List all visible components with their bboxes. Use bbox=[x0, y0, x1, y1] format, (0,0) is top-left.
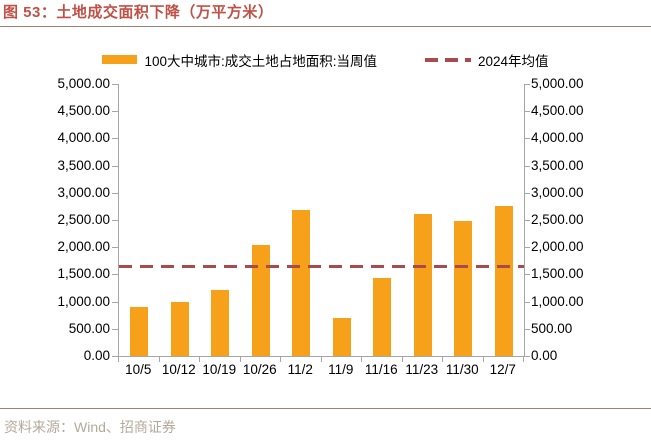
figure-title: 图 53：土地成交面积下降（万平方米） bbox=[0, 0, 651, 27]
y-axis-tick-mark bbox=[524, 356, 530, 357]
mean-value-dashed-line bbox=[119, 265, 524, 269]
y-axis-tick-mark bbox=[524, 301, 530, 303]
x-axis-tick-label: 10/19 bbox=[202, 362, 237, 377]
x-axis-tick-mark bbox=[523, 357, 524, 362]
bar bbox=[130, 306, 149, 356]
x-axis-tick-mark bbox=[239, 357, 241, 362]
y-axis-tick-mark bbox=[112, 111, 118, 113]
bar bbox=[292, 210, 311, 356]
x-axis-tick-mark bbox=[361, 357, 362, 362]
y-axis-tick-mark bbox=[524, 138, 530, 140]
legend-item-mean-line: 2024年均值 bbox=[387, 50, 549, 70]
x-axis-tick-mark bbox=[158, 357, 160, 362]
y-axis-tick-mark bbox=[524, 274, 530, 276]
x-axis-tick-label: 10/26 bbox=[242, 362, 277, 377]
y-axis-tick-mark bbox=[112, 356, 118, 357]
y-axis-tick-label-right: 1,500.00 bbox=[531, 266, 584, 282]
y-axis-tick-mark bbox=[112, 328, 118, 330]
bar bbox=[332, 318, 351, 356]
chart-area: 0.00 0.00 500.00 500.00 1,000.00 1,000.00 1,50… bbox=[0, 75, 651, 390]
y-axis-tick-label-left: 5,000.00 bbox=[57, 76, 110, 91]
y-axis-tick-label-right: 1,000.00 bbox=[531, 293, 584, 309]
x-axis-tick-label: 11/23 bbox=[405, 362, 439, 377]
source-note: 资料来源：Wind、招商证券 bbox=[0, 408, 651, 437]
y-axis-tick-mark bbox=[524, 247, 530, 249]
y-axis-tick-mark bbox=[112, 247, 118, 249]
bar bbox=[413, 214, 432, 356]
mean-line-swatch-icon bbox=[424, 57, 471, 62]
x-axis-tick-label: 12/7 bbox=[489, 362, 516, 377]
bar bbox=[454, 220, 473, 356]
x-axis-tick-label: 10/12 bbox=[161, 362, 196, 377]
x-axis-tick-label: 11/16 bbox=[364, 362, 398, 377]
y-axis-tick-label-left: 0.00 bbox=[83, 348, 110, 363]
x-axis-tick-mark bbox=[442, 357, 443, 362]
y-axis-tick-label-left: 1,000.00 bbox=[57, 293, 110, 309]
x-axis-tick-label: 11/9 bbox=[328, 362, 354, 377]
y-axis-tick-label-right: 5,000.00 bbox=[531, 76, 584, 91]
bar bbox=[170, 301, 189, 356]
y-axis-tick-label-left: 3,000.00 bbox=[57, 184, 110, 200]
y-axis-tick-mark bbox=[524, 165, 530, 167]
legend-item-bar-series: 100大中城市:成交土地占地面积:当周值 bbox=[102, 50, 377, 70]
y-axis-tick-label-left: 4,000.00 bbox=[57, 130, 110, 146]
y-axis-tick-mark bbox=[112, 220, 118, 221]
bar bbox=[251, 245, 270, 356]
x-axis-tick-label: 10/5 bbox=[125, 362, 152, 377]
x-axis-tick-mark bbox=[199, 357, 200, 362]
y-axis-tick-label-left: 1,500.00 bbox=[57, 266, 110, 282]
y-axis-tick-mark bbox=[112, 274, 118, 276]
x-axis-tick-mark bbox=[482, 357, 484, 362]
y-axis-tick-mark bbox=[524, 192, 530, 194]
bar bbox=[373, 278, 392, 356]
y-axis-tick-mark bbox=[524, 328, 530, 330]
x-axis-tick-mark bbox=[280, 357, 281, 362]
x-axis-tick-label: 11/30 bbox=[445, 362, 479, 377]
y-axis-tick-label-right: 500.00 bbox=[531, 320, 573, 336]
y-axis-tick-mark bbox=[524, 111, 530, 113]
x-axis-tick-mark bbox=[320, 357, 322, 362]
bar bbox=[211, 290, 230, 356]
y-axis-tick-label-right: 3,000.00 bbox=[531, 184, 584, 200]
y-axis-tick-label-left: 2,500.00 bbox=[57, 212, 110, 227]
y-axis-tick-mark bbox=[112, 301, 118, 303]
y-axis-tick-label-right: 0.00 bbox=[531, 348, 558, 363]
y-axis-tick-label-left: 2,000.00 bbox=[57, 239, 110, 255]
y-axis-tick-mark bbox=[112, 84, 118, 85]
legend-mean-line-label: 2024年均值 bbox=[477, 53, 549, 69]
legend-bar-series-label: 100大中城市:成交土地占地面积:当周值 bbox=[144, 53, 377, 69]
plot-area bbox=[118, 84, 525, 357]
y-axis-tick-mark bbox=[524, 220, 530, 221]
y-axis-tick-label-left: 3,500.00 bbox=[57, 157, 110, 173]
x-axis-tick-label: 11/2 bbox=[287, 362, 313, 377]
bar-series-swatch-icon bbox=[102, 55, 138, 64]
x-axis-tick-mark bbox=[401, 357, 403, 362]
y-axis-tick-label-right: 4,500.00 bbox=[531, 103, 584, 119]
x-axis-tick-mark bbox=[118, 357, 119, 362]
y-axis-tick-mark bbox=[112, 192, 118, 194]
y-axis-tick-label-right: 2,500.00 bbox=[531, 212, 584, 227]
y-axis-tick-label-left: 4,500.00 bbox=[57, 103, 110, 119]
y-axis-tick-label-right: 2,000.00 bbox=[531, 239, 584, 255]
chart-legend: 100大中城市:成交土地占地面积:当周值 2024年均值 bbox=[0, 50, 651, 70]
y-axis-tick-mark bbox=[524, 84, 530, 85]
y-axis-tick-mark bbox=[112, 138, 118, 140]
y-axis-tick-label-right: 3,500.00 bbox=[531, 157, 584, 173]
y-axis-tick-label-right: 4,000.00 bbox=[531, 130, 584, 146]
bar bbox=[494, 205, 513, 356]
y-axis-tick-label-left: 500.00 bbox=[68, 320, 110, 336]
y-axis-tick-mark bbox=[112, 165, 118, 167]
